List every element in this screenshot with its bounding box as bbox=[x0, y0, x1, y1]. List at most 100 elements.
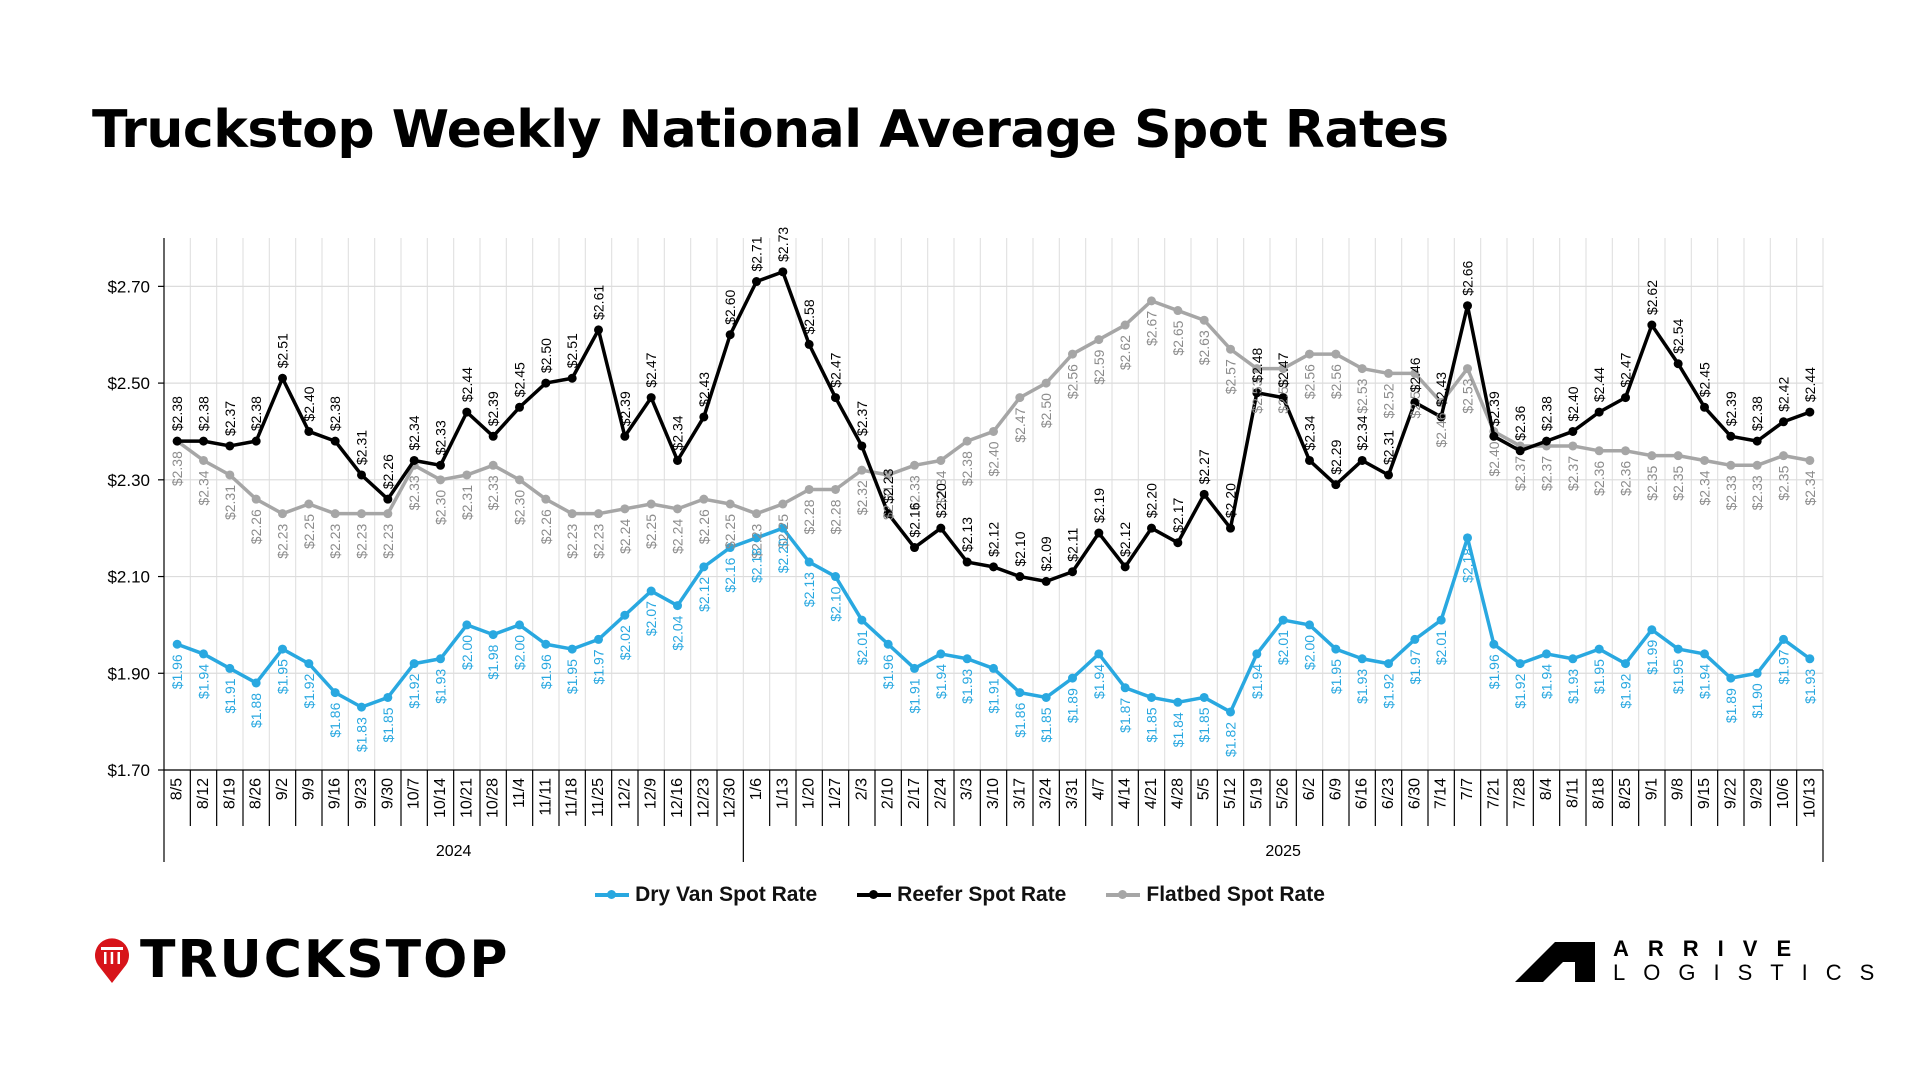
data-point bbox=[1542, 649, 1551, 659]
data-point bbox=[409, 659, 419, 669]
data-label: $1.99 bbox=[1644, 640, 1660, 675]
data-point bbox=[1199, 315, 1209, 325]
data-label: $1.96 bbox=[1486, 654, 1502, 689]
data-point bbox=[541, 378, 551, 388]
data-label: $2.38 bbox=[248, 396, 264, 431]
data-point bbox=[752, 509, 761, 519]
data-point bbox=[646, 499, 656, 509]
data-point bbox=[646, 393, 656, 403]
x-tick-label: 9/29 bbox=[1749, 778, 1766, 809]
data-label: $1.94 bbox=[1539, 664, 1555, 699]
data-label: $2.56 bbox=[1065, 364, 1081, 399]
data-point bbox=[725, 330, 735, 340]
data-label: $2.36 bbox=[1618, 461, 1634, 496]
data-label: $2.25 bbox=[775, 514, 791, 549]
data-point bbox=[620, 431, 630, 441]
x-tick-label: 10/21 bbox=[458, 778, 475, 818]
x-tick-label: 9/22 bbox=[1722, 778, 1739, 809]
x-tick-label: 1/20 bbox=[801, 778, 818, 809]
arrive-logistics-logo: ARRIVE LOGISTICS bbox=[1515, 937, 1892, 985]
x-tick-label: 8/19 bbox=[221, 778, 238, 809]
legend-label: Dry Van Spot Rate bbox=[635, 883, 818, 906]
data-point bbox=[831, 484, 840, 494]
data-label: $2.39 bbox=[617, 391, 633, 426]
data-point bbox=[1041, 378, 1051, 388]
page-title: Truckstop Weekly National Average Spot R… bbox=[92, 100, 1449, 160]
data-label: $2.44 bbox=[1802, 367, 1818, 402]
data-label: $1.92 bbox=[406, 673, 422, 708]
data-point bbox=[1068, 673, 1077, 683]
x-tick-label: 9/30 bbox=[379, 778, 396, 809]
data-label: $1.92 bbox=[301, 673, 317, 708]
data-point bbox=[1410, 368, 1420, 378]
data-point bbox=[567, 373, 577, 383]
data-label: $1.85 bbox=[1038, 707, 1054, 742]
data-label: $2.38 bbox=[327, 396, 343, 431]
data-label: $2.40 bbox=[301, 386, 317, 421]
data-label: $2.33 bbox=[433, 420, 449, 455]
data-label: $2.53 bbox=[1460, 378, 1476, 413]
data-point bbox=[1410, 397, 1420, 407]
data-point bbox=[409, 455, 419, 465]
y-tick-label: $2.30 bbox=[107, 471, 150, 490]
data-label: $1.85 bbox=[380, 707, 396, 742]
data-point bbox=[172, 436, 182, 446]
legend-item-flatbed: Flatbed Spot Rate bbox=[1106, 883, 1325, 907]
data-point bbox=[1041, 576, 1051, 586]
x-tick-label: 11/25 bbox=[590, 778, 607, 817]
data-point bbox=[857, 441, 867, 451]
data-point bbox=[1199, 489, 1209, 499]
data-label: $2.31 bbox=[354, 430, 370, 465]
data-point bbox=[1226, 344, 1235, 354]
x-tick-label: 3/10 bbox=[985, 778, 1002, 809]
data-label: $2.34 bbox=[1302, 415, 1318, 450]
data-point bbox=[1779, 417, 1788, 427]
data-label: $2.38 bbox=[959, 451, 975, 486]
x-tick-label: 7/14 bbox=[1433, 778, 1450, 809]
data-label: $2.01 bbox=[1433, 630, 1449, 665]
x-tick-label: 10/6 bbox=[1775, 778, 1792, 809]
data-point bbox=[1199, 692, 1209, 702]
x-tick-label: 10/14 bbox=[432, 778, 449, 818]
data-point bbox=[199, 436, 208, 446]
data-label: $2.45 bbox=[512, 362, 528, 397]
data-point bbox=[1094, 335, 1104, 345]
x-tick-label: 10/28 bbox=[485, 778, 502, 818]
data-point bbox=[199, 455, 208, 465]
data-point bbox=[1357, 455, 1367, 465]
data-label: $2.67 bbox=[1144, 311, 1160, 346]
data-label: $2.50 bbox=[1038, 393, 1054, 428]
data-label: $2.09 bbox=[1038, 536, 1054, 571]
legend-item-reefer: Reefer Spot Rate bbox=[857, 883, 1066, 907]
data-point bbox=[1673, 359, 1683, 369]
data-label: $1.90 bbox=[1749, 683, 1765, 718]
data-label: $2.37 bbox=[1512, 456, 1528, 491]
data-point bbox=[1726, 431, 1736, 441]
data-label: $2.36 bbox=[1591, 461, 1607, 496]
data-point bbox=[330, 436, 340, 446]
data-point bbox=[962, 654, 972, 664]
data-point bbox=[725, 499, 735, 509]
data-label: $2.13 bbox=[959, 517, 975, 552]
data-point bbox=[1226, 707, 1235, 717]
data-label: $2.37 bbox=[1539, 456, 1555, 491]
x-tick-label: 6/2 bbox=[1301, 778, 1318, 800]
data-label: $2.12 bbox=[696, 577, 712, 612]
x-tick-label: 8/26 bbox=[248, 778, 265, 809]
data-label: $1.86 bbox=[327, 702, 343, 737]
data-label: $2.33 bbox=[1723, 475, 1739, 510]
data-label: $2.30 bbox=[512, 490, 528, 525]
x-tick-label: 5/5 bbox=[1196, 778, 1213, 800]
data-label: $2.38 bbox=[196, 396, 212, 431]
data-label: $2.52 bbox=[1381, 383, 1397, 418]
data-point bbox=[1436, 615, 1446, 625]
data-label: $1.95 bbox=[1670, 659, 1686, 694]
legend-label: Flatbed Spot Rate bbox=[1146, 883, 1325, 906]
data-point bbox=[1226, 523, 1235, 533]
data-point bbox=[1673, 451, 1683, 461]
data-label: $2.32 bbox=[854, 480, 870, 515]
x-tick-label: 10/7 bbox=[406, 778, 423, 809]
data-point bbox=[488, 431, 498, 441]
data-point bbox=[1305, 620, 1314, 630]
